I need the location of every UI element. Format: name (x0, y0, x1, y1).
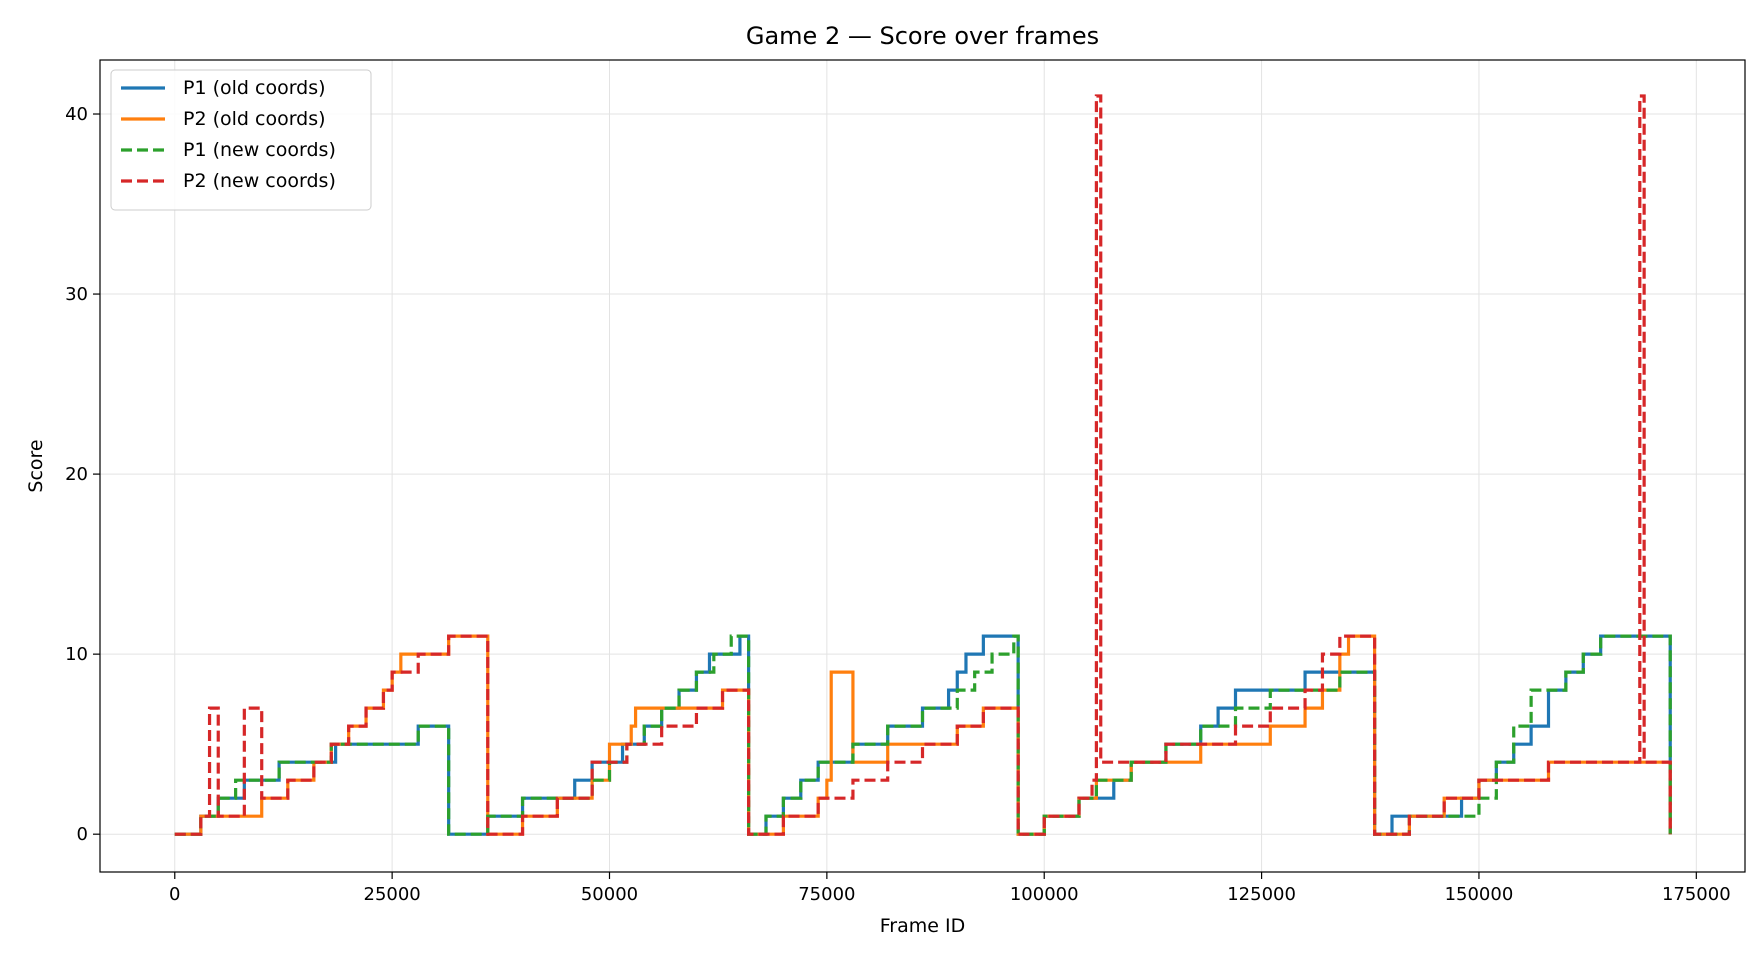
y-tick-label: 20 (65, 464, 88, 485)
legend-label: P2 (old coords) (183, 108, 326, 130)
grid-lines (100, 60, 1745, 872)
x-tick-label: 125000 (1227, 884, 1296, 905)
x-tick-label: 50000 (581, 884, 638, 905)
x-tick-label: 175000 (1662, 884, 1731, 905)
series-line-p2-new-coords (174, 94, 1672, 836)
plot-area-frame (99, 59, 1746, 873)
legend-box (110, 69, 372, 211)
legend-label: P1 (new coords) (183, 139, 336, 161)
x-tick-label: 25000 (364, 884, 421, 905)
x-tick-label: 150000 (1445, 884, 1514, 905)
axis-ticks: 0 25000 50000 75000 100000 125000 150000 175000… (65, 104, 1731, 905)
y-tick-label: 0 (77, 824, 88, 845)
x-tick-label: 0 (169, 884, 180, 905)
chart-title: Game 2 — Score over frames (746, 22, 1099, 50)
x-tick-label: 100000 (1010, 884, 1079, 905)
y-tick-label: 30 (65, 284, 88, 305)
y-tick-label: 40 (65, 104, 88, 125)
y-tick-label: 10 (65, 644, 88, 665)
series-lines (174, 94, 1672, 836)
series-line-p2-old-coords (174, 634, 1672, 836)
legend-label: P1 (old coords) (183, 77, 326, 99)
x-tick-label: 75000 (798, 884, 855, 905)
legend: P1 (old coords) P2 (old coords) P1 (new co… (110, 69, 372, 211)
y-axis-label: Score (25, 439, 47, 492)
x-axis-label: Frame ID (880, 915, 965, 937)
legend-label: P2 (new coords) (183, 170, 336, 192)
